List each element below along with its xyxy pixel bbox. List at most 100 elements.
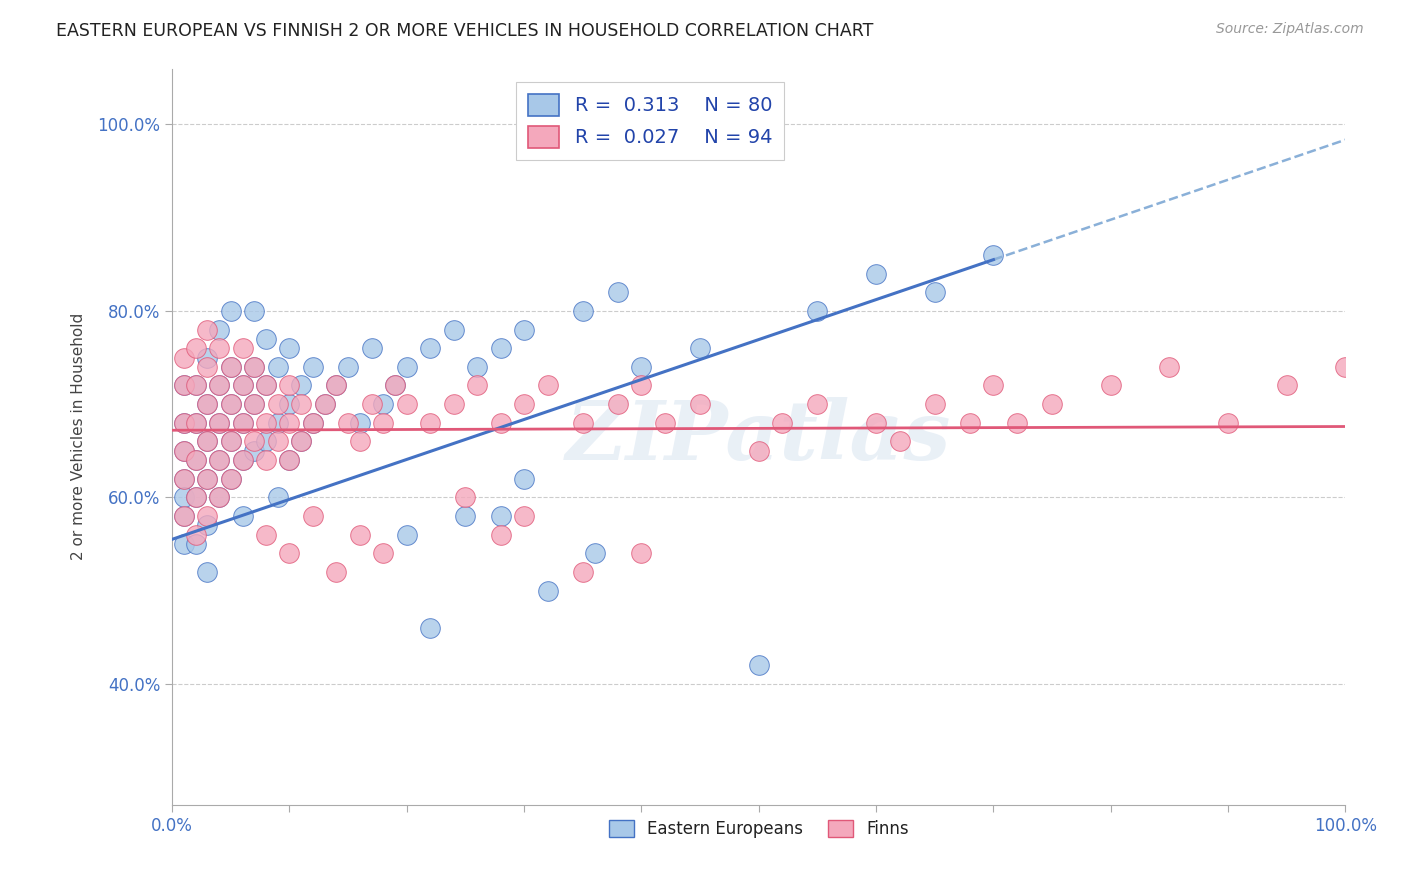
Point bbox=[254, 416, 277, 430]
Point bbox=[806, 304, 828, 318]
Point bbox=[1040, 397, 1063, 411]
Point bbox=[173, 472, 195, 486]
Point bbox=[465, 359, 488, 374]
Point bbox=[654, 416, 676, 430]
Point bbox=[219, 434, 242, 449]
Point bbox=[395, 397, 418, 411]
Point bbox=[513, 508, 536, 523]
Point bbox=[254, 527, 277, 541]
Point bbox=[314, 397, 336, 411]
Point bbox=[232, 453, 254, 467]
Point bbox=[267, 416, 290, 430]
Point bbox=[1216, 416, 1239, 430]
Point bbox=[278, 397, 301, 411]
Point bbox=[290, 397, 312, 411]
Point bbox=[184, 341, 207, 355]
Point bbox=[513, 472, 536, 486]
Point bbox=[489, 527, 512, 541]
Point bbox=[195, 397, 218, 411]
Point bbox=[325, 565, 347, 579]
Point bbox=[395, 359, 418, 374]
Point bbox=[243, 443, 266, 458]
Point bbox=[572, 304, 595, 318]
Point bbox=[325, 378, 347, 392]
Point bbox=[1159, 359, 1181, 374]
Point bbox=[607, 397, 630, 411]
Point bbox=[243, 304, 266, 318]
Point bbox=[806, 397, 828, 411]
Point bbox=[184, 378, 207, 392]
Point bbox=[232, 378, 254, 392]
Point bbox=[208, 416, 231, 430]
Point bbox=[513, 322, 536, 336]
Point bbox=[489, 508, 512, 523]
Point bbox=[208, 491, 231, 505]
Point bbox=[454, 491, 477, 505]
Point bbox=[770, 416, 793, 430]
Point bbox=[254, 378, 277, 392]
Point bbox=[290, 378, 312, 392]
Point bbox=[302, 416, 325, 430]
Point bbox=[689, 341, 711, 355]
Point bbox=[208, 378, 231, 392]
Point bbox=[184, 537, 207, 551]
Point bbox=[959, 416, 981, 430]
Point bbox=[572, 565, 595, 579]
Point bbox=[349, 416, 371, 430]
Point bbox=[983, 248, 1005, 262]
Point bbox=[243, 359, 266, 374]
Point bbox=[337, 359, 360, 374]
Point bbox=[419, 341, 441, 355]
Point bbox=[384, 378, 406, 392]
Point bbox=[607, 285, 630, 300]
Point bbox=[278, 453, 301, 467]
Point bbox=[173, 378, 195, 392]
Point bbox=[267, 434, 290, 449]
Point bbox=[489, 341, 512, 355]
Point bbox=[184, 453, 207, 467]
Point bbox=[314, 397, 336, 411]
Point bbox=[208, 322, 231, 336]
Point bbox=[337, 416, 360, 430]
Point bbox=[443, 397, 465, 411]
Point bbox=[195, 434, 218, 449]
Point bbox=[278, 416, 301, 430]
Point bbox=[278, 378, 301, 392]
Point bbox=[454, 508, 477, 523]
Point bbox=[290, 434, 312, 449]
Text: Source: ZipAtlas.com: Source: ZipAtlas.com bbox=[1216, 22, 1364, 37]
Point bbox=[219, 397, 242, 411]
Point bbox=[173, 351, 195, 365]
Point bbox=[219, 397, 242, 411]
Point bbox=[267, 397, 290, 411]
Point bbox=[195, 434, 218, 449]
Point bbox=[195, 322, 218, 336]
Point bbox=[195, 351, 218, 365]
Point bbox=[184, 416, 207, 430]
Point bbox=[689, 397, 711, 411]
Point bbox=[1275, 378, 1298, 392]
Point bbox=[267, 359, 290, 374]
Point bbox=[195, 472, 218, 486]
Point bbox=[195, 565, 218, 579]
Point bbox=[489, 416, 512, 430]
Point bbox=[173, 508, 195, 523]
Point bbox=[419, 621, 441, 635]
Point bbox=[536, 583, 558, 598]
Point bbox=[302, 508, 325, 523]
Point bbox=[267, 491, 290, 505]
Point bbox=[1099, 378, 1122, 392]
Point bbox=[395, 527, 418, 541]
Point bbox=[173, 491, 195, 505]
Point bbox=[219, 472, 242, 486]
Point bbox=[278, 453, 301, 467]
Point bbox=[173, 443, 195, 458]
Point bbox=[278, 341, 301, 355]
Point bbox=[325, 378, 347, 392]
Point bbox=[349, 527, 371, 541]
Point bbox=[208, 453, 231, 467]
Point bbox=[173, 378, 195, 392]
Point bbox=[195, 359, 218, 374]
Point bbox=[630, 546, 652, 560]
Point bbox=[302, 359, 325, 374]
